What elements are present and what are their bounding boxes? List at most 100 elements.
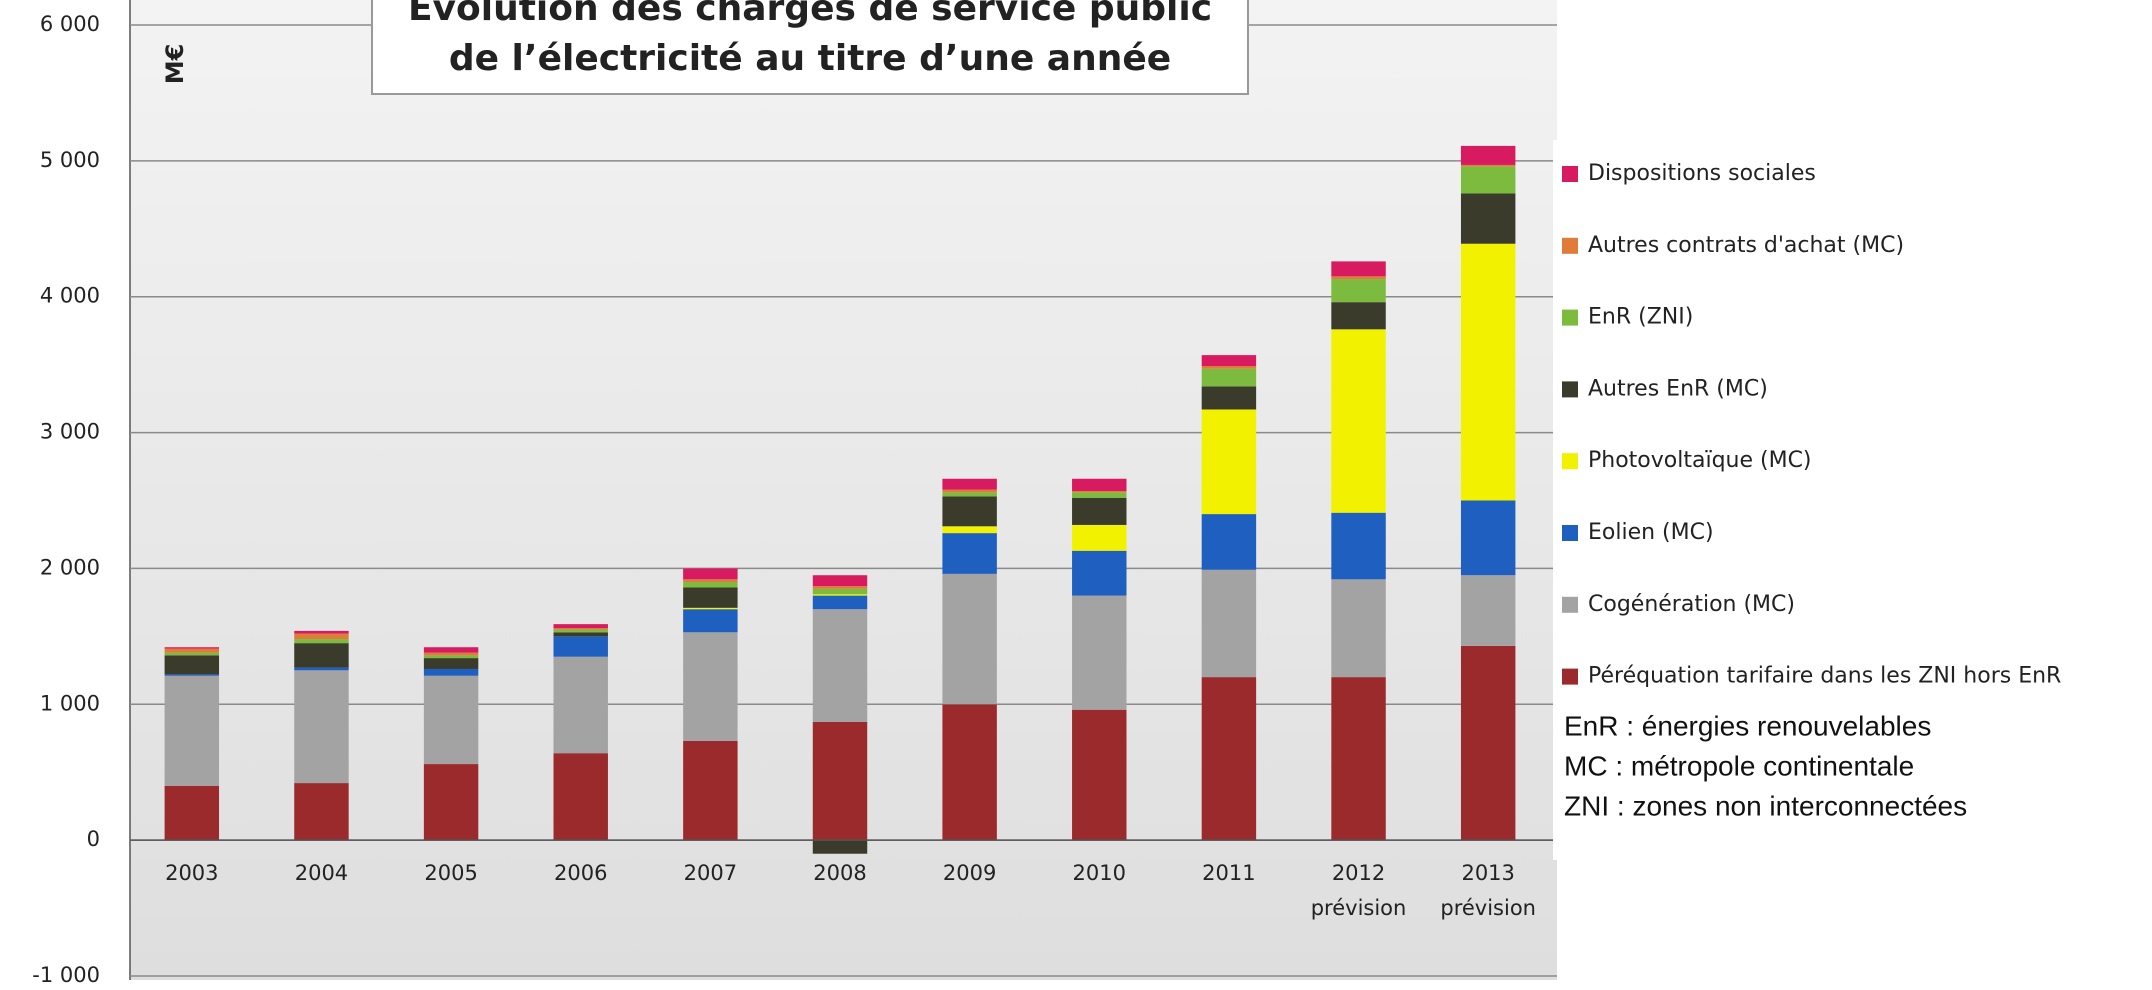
x-tick-label: 2011 — [1202, 861, 1255, 885]
legend-label: Photovoltaïque (MC) — [1588, 448, 1812, 473]
legend-label: Dispositions sociales — [1588, 161, 1816, 186]
bar-segment — [1201, 355, 1257, 367]
bar-segment — [942, 489, 997, 493]
legend-label: EnR (ZNI) — [1588, 305, 1693, 330]
legend-swatch — [1562, 525, 1578, 541]
bar-segment — [294, 630, 349, 634]
bar-segment — [164, 647, 220, 649]
bar-segment — [1072, 550, 1127, 596]
bar-segment — [1072, 497, 1127, 525]
bar-segment — [423, 655, 479, 659]
legend-swatch — [1562, 166, 1578, 182]
bar-segment — [164, 652, 220, 656]
x-tick-label: 2006 — [554, 861, 607, 885]
bar-segment — [1460, 193, 1516, 244]
y-axis-label: M€ — [161, 44, 189, 85]
bar-segment — [683, 607, 738, 610]
bar-segment — [1201, 569, 1257, 678]
x-tick-label: 2009 — [943, 861, 996, 885]
bar-segment — [942, 496, 997, 527]
y-tick-label: 5 000 — [40, 148, 100, 172]
category-sublabel: prévision — [1440, 896, 1536, 920]
legend-swatch — [1562, 668, 1578, 685]
x-tick-label: 2005 — [424, 861, 477, 885]
x-tick-label: 2012 — [1332, 861, 1385, 885]
bar-segment — [942, 526, 997, 534]
bar-segment — [683, 740, 738, 841]
bar-segment — [942, 704, 997, 841]
bar-segment — [1072, 524, 1127, 551]
bar-segment — [1201, 514, 1257, 570]
category-sublabel: prévision — [1311, 896, 1407, 920]
bar-segment — [942, 478, 997, 490]
legend-background — [1553, 140, 2152, 860]
bar-segment — [1201, 409, 1257, 515]
bar-segment — [553, 629, 608, 633]
x-tick-label: 2004 — [295, 861, 348, 885]
y-tick-label: 1 000 — [40, 691, 100, 715]
bar-segment — [164, 648, 220, 653]
bar-segment — [423, 764, 479, 841]
y-tick-label: 6 000 — [40, 12, 100, 36]
bar-segment — [1460, 164, 1516, 167]
legend-label: Autres EnR (MC) — [1588, 376, 1768, 401]
bar-segment — [164, 655, 220, 675]
bar-segment — [942, 573, 997, 705]
legend-label: Péréquation tarifaire dans les ZNI hors … — [1588, 664, 2061, 689]
bar-segment — [1072, 478, 1127, 491]
bar-segment — [423, 652, 479, 656]
bar-segment — [812, 595, 868, 610]
bar-segment — [553, 656, 608, 754]
bar-segment — [812, 586, 868, 589]
legend-swatch — [1562, 309, 1578, 326]
bar-segment — [683, 582, 738, 588]
y-tick-label: 3 000 — [40, 420, 100, 444]
note: ZNI : zones non interconnectées — [1564, 790, 1967, 821]
bar-segment — [1201, 677, 1257, 841]
bar-segment — [294, 670, 349, 784]
bar-segment — [683, 568, 738, 580]
bar-segment — [1331, 512, 1386, 580]
bar-segment — [294, 667, 349, 671]
legend-label: Cogénération (MC) — [1588, 592, 1795, 617]
bar-segment — [1331, 579, 1386, 678]
bar-segment — [294, 643, 349, 668]
bar-segment — [164, 675, 220, 786]
bar-segment — [294, 639, 349, 644]
y-tick-label: 4 000 — [40, 284, 100, 308]
bar-segment — [1201, 366, 1257, 369]
note: EnR : énergies renouvelables — [1564, 710, 1931, 741]
y-tick-label: 0 — [87, 827, 100, 851]
bar-segment — [553, 636, 608, 657]
bar-segment — [1331, 677, 1386, 841]
bar-segment — [812, 609, 868, 722]
bar-segment — [1331, 261, 1386, 277]
bar-segment — [1460, 166, 1516, 194]
x-tick-label: 2007 — [684, 861, 737, 885]
bar-segment — [1460, 500, 1516, 576]
bar-segment — [942, 533, 997, 574]
bar-segment — [164, 785, 220, 841]
title-box — [371, 0, 1249, 95]
bar-segment — [294, 633, 349, 640]
bar-segment — [683, 632, 738, 741]
bar-segment — [683, 609, 738, 633]
bar-segment — [1460, 243, 1516, 501]
bar-segment — [942, 492, 997, 497]
bar-segment — [683, 579, 738, 583]
bar-segment — [683, 587, 738, 608]
bar-segment — [812, 840, 868, 854]
bar-segment — [812, 594, 868, 596]
y-tick-label: -1 000 — [32, 963, 100, 987]
note: MC : métropole continentale — [1564, 750, 1914, 781]
plot — [130, 24, 1557, 977]
x-tick-label: 2008 — [813, 861, 866, 885]
bar-segment — [423, 675, 479, 765]
bar-segment — [164, 674, 220, 676]
bar-segment — [1331, 302, 1386, 330]
bar-segment — [423, 647, 479, 653]
bar-segment — [1201, 386, 1257, 410]
bar-segment — [553, 632, 608, 637]
legend-swatch — [1562, 596, 1578, 613]
